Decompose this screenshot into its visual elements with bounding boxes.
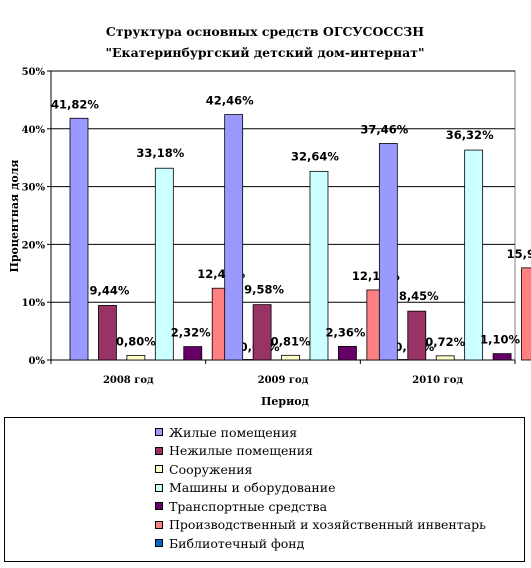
data-label: 0,81% [271,334,311,348]
data-label: 0,80% [116,334,156,348]
bar [98,305,117,361]
legend-item: Производственный и хозяйственный инвента… [155,516,486,535]
y-tick-label: 30% [22,183,46,194]
plot-area: 0% 10% 20% 30% 40% 50% 41,82% 9,44% 0,80% 33,18% 2… [22,67,531,386]
bar [521,267,531,361]
legend-item: Машины и оборудование [155,479,486,498]
plot-frame [50,70,516,361]
legend-label: Нежилые помещения [169,443,313,459]
data-label: 1,10% [480,333,520,347]
bar [252,304,272,361]
x-tick-label: 2008 год [103,375,154,386]
legend-item: Нежилые помещения [155,442,486,461]
chart-title-line-2: "Екатеринбургский детский дом-интернат" [106,45,425,60]
y-tick-label: 40% [22,125,46,136]
data-label: 37,46% [360,122,408,136]
legend-item: Сооружения [155,460,486,479]
x-tick-label: 2010 год [412,375,463,386]
legend-swatch [155,428,163,437]
chart-title-line-1: Структура основных средств ОГСУСОССЗН [106,24,424,39]
legend-swatch [155,520,163,529]
bar [183,346,203,361]
legend-swatch [155,502,163,511]
legend-swatch [155,465,163,474]
bar [378,143,398,361]
y-tick-label: 20% [22,240,46,251]
legend-swatch [155,539,163,548]
legend-item: Библиотечный фонд [155,534,486,553]
data-label: 32,64% [291,149,339,163]
legend-label: Жилые помещения [169,424,298,440]
bar [492,353,512,361]
legend-label: Сооружения [169,461,253,477]
legend-label: Машины и оборудование [169,480,336,496]
y-axis-title: Процентная доля [8,159,21,272]
legend-label: Производственный и хозяйственный инвента… [169,517,486,533]
bar [309,170,329,361]
legend: Жилые помещения Нежилые помещения Сооруж… [4,417,525,562]
legend-swatch [155,446,163,455]
data-label: 8,45% [399,289,439,303]
bar [435,355,455,361]
legend-label: Библиотечный фонд [169,535,305,551]
data-label: 9,58% [244,283,284,297]
bar [407,310,427,361]
legend-label: Транспортные средства [169,498,328,514]
data-label: 2,32% [171,326,211,340]
data-label: 42,46% [206,94,254,108]
data-label: 2,36% [325,325,365,339]
bar [126,354,146,361]
y-tick-label: 50% [22,67,46,78]
bar [224,114,244,361]
data-label: 0,72% [425,335,465,349]
chart: Структура основных средств ОГСУСОССЗН "Е… [8,24,531,408]
legend-item: Жилые помещения [155,423,486,442]
x-axis-title: Период [261,395,309,408]
data-label: 41,82% [51,97,99,111]
data-label: 33,18% [136,146,184,160]
legend-list: Жилые помещения Нежилые помещения Сооруж… [155,423,486,553]
data-label: 36,32% [446,128,494,142]
bar [281,354,300,361]
data-label: 15,94% [507,247,531,261]
y-tick-label: 0% [29,356,46,367]
bar [338,345,357,361]
x-tick-label: 2009 год [258,375,309,386]
bar [69,117,89,361]
y-tick-label: 10% [22,298,46,309]
bar [464,149,484,361]
data-label: 9,44% [89,283,129,297]
legend-item: Транспортные средства [155,497,486,516]
legend-swatch [155,483,163,492]
bar [154,167,174,361]
